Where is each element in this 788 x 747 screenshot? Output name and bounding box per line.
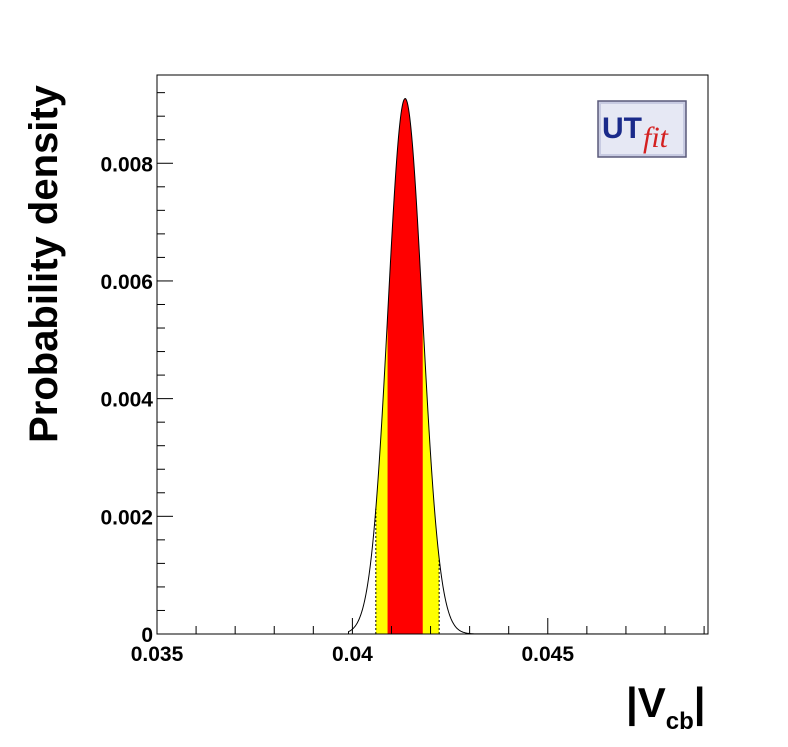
logo-ut-text: UT	[602, 112, 642, 145]
confidence-bands	[375, 98, 440, 635]
logo-background	[601, 104, 683, 154]
x-axis-label-main: |V	[626, 679, 666, 727]
logo-fit-text: fit	[643, 121, 669, 154]
density-curve	[157, 98, 709, 635]
utfit-logo: UT fit	[597, 100, 687, 158]
band-68pct	[387, 98, 423, 635]
y-tick-label: 0	[141, 624, 153, 647]
x-axis-label: |Vcb|	[626, 679, 706, 735]
y-tick-label: 0.002	[100, 506, 153, 529]
band-edge-lines	[375, 508, 440, 634]
y-axis-label: Probability density	[22, 84, 66, 443]
x-tick-label: 0.035	[131, 643, 184, 666]
x-axis-label-close: |	[694, 679, 706, 727]
x-tick-label: 0.045	[521, 643, 574, 666]
y-tick-label: 0.006	[100, 271, 153, 294]
plot-frame	[156, 74, 709, 635]
y-tick-label: 0.008	[100, 153, 153, 176]
x-axis-label-subscript: cb	[666, 708, 694, 735]
y-tick-label: 0.004	[100, 389, 153, 412]
x-axis: 0.035 0.04 0.045	[131, 618, 705, 666]
x-tick-label: 0.04	[332, 643, 373, 666]
y-axis: 0 0.002 0.004 0.006 0.008	[100, 92, 173, 647]
svg-text:|Vcb|: |Vcb|	[626, 679, 706, 735]
